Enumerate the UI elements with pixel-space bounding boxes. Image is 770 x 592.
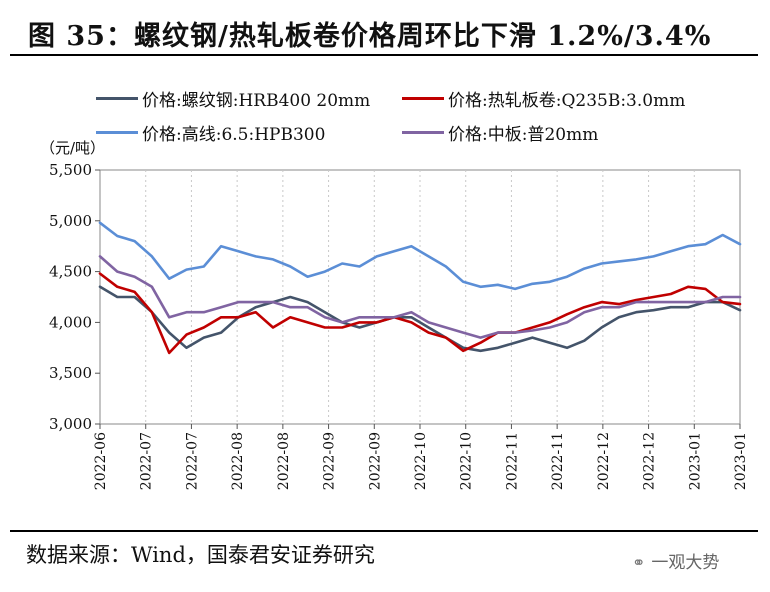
legend-item-hrc: 价格:热轧板卷:Q235B:3.0mm	[402, 86, 685, 111]
series-line-1	[98, 272, 742, 355]
watermark-text: 一观大势	[651, 553, 720, 573]
x-tick-label: 2022-06	[93, 432, 109, 490]
series-line-3	[98, 255, 742, 339]
x-tick-label: 2022-07	[184, 432, 200, 490]
legend: 价格:螺纹钢:HRB400 20mm 价格:热轧板卷:Q235B:3.0mm 价…	[96, 86, 756, 150]
legend-item-rebar: 价格:螺纹钢:HRB400 20mm	[96, 86, 370, 111]
legend-swatch-wire	[96, 131, 138, 134]
series-line-2	[98, 221, 742, 291]
legend-item-wire: 价格:高线:6.5:HPB300	[96, 120, 325, 145]
footer-rule	[10, 530, 758, 532]
watermark: ⚭ 一观大势	[632, 548, 719, 573]
y-tick-label: 4,500	[49, 263, 92, 281]
y-axis-unit-label: （元/吨）	[40, 139, 106, 157]
x-tick-label: 2022-07	[139, 432, 155, 490]
legend-swatch-rebar	[96, 97, 138, 100]
legend-item-plate: 价格:中板:普20mm	[402, 120, 598, 145]
x-tick-label: 2022-09	[322, 432, 338, 490]
wechat-icon: ⚭	[632, 553, 646, 572]
chart-title: 图 35：螺纹钢/热轧板卷价格周环比下滑 1.2%/3.4%	[28, 21, 712, 52]
x-tick-label: 2022-08	[276, 432, 292, 490]
x-tick-label: 2022-11	[504, 432, 520, 490]
legend-label-wire: 价格:高线:6.5:HPB300	[142, 125, 326, 145]
legend-swatch-plate	[402, 131, 444, 134]
y-tick-label: 4,000	[49, 313, 92, 331]
x-tick-label: 2022-10	[459, 432, 475, 490]
title-rule	[10, 54, 758, 56]
x-tick-label: 2022-12	[642, 432, 658, 490]
legend-label-hrc: 价格:热轧板卷:Q235B:3.0mm	[448, 91, 686, 111]
legend-swatch-hrc	[402, 97, 444, 100]
y-tick-label: 3,000	[49, 415, 92, 433]
y-tick-label: 5,000	[49, 212, 92, 230]
x-tick-label: 2022-12	[596, 432, 612, 490]
legend-label-rebar: 价格:螺纹钢:HRB400 20mm	[142, 91, 371, 111]
x-tick-label: 2022-11	[550, 432, 566, 490]
y-tick-label: 3,500	[49, 364, 92, 382]
y-tick-label: 5,500	[49, 161, 92, 179]
legend-label-plate: 价格:中板:普20mm	[448, 125, 599, 145]
x-tick-label: 2022-10	[413, 432, 429, 490]
x-tick-label: 2022-09	[367, 432, 383, 490]
x-tick-label: 2023-01	[733, 432, 749, 490]
series-line-0	[98, 285, 742, 353]
source-note: 数据来源：Wind，国泰君安证券研究	[26, 543, 375, 567]
x-tick-label: 2022-08	[230, 432, 246, 490]
x-tick-label: 2023-01	[687, 432, 703, 490]
